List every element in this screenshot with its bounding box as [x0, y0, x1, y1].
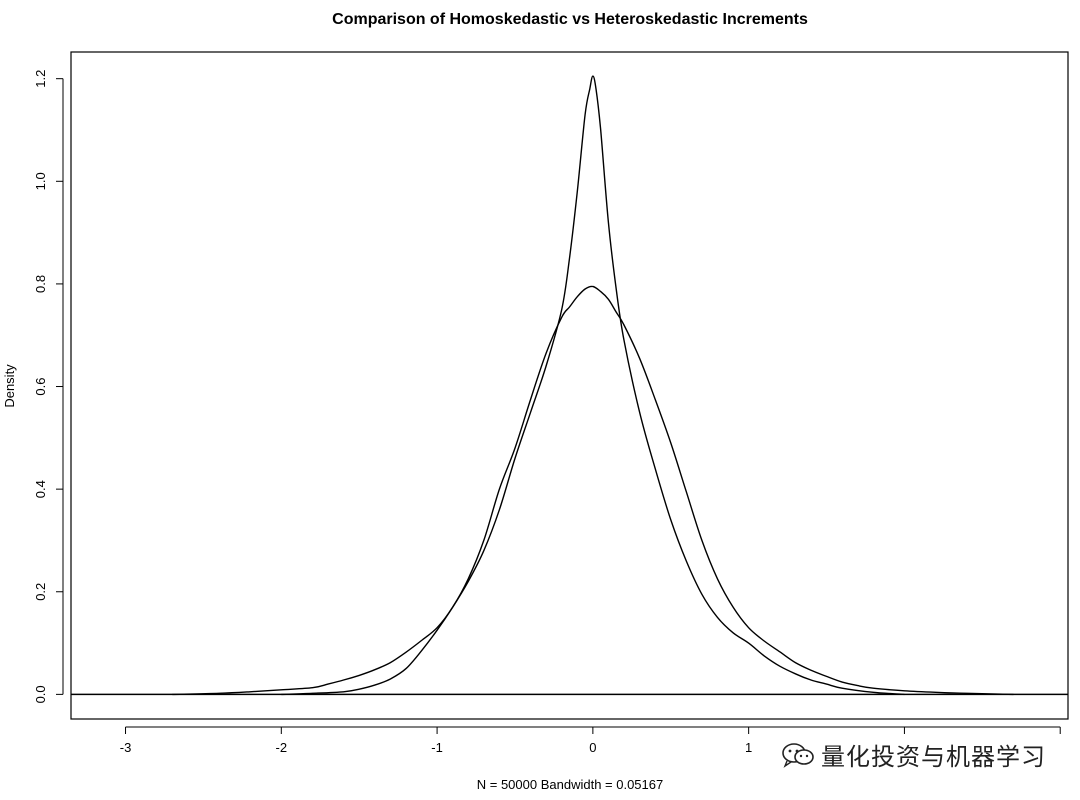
y-tick-label-5: 1.0 [33, 172, 48, 190]
x-axis: -3 -2 -1 0 1 [120, 726, 1061, 755]
y-tick-label-1: 0.2 [33, 583, 48, 601]
series-group [172, 75, 1014, 696]
y-tick-label-2: 0.4 [33, 480, 48, 498]
x-tick-label-1: -2 [276, 740, 288, 755]
x-tick-label-0: -3 [120, 740, 132, 755]
watermark: 量化投资与机器学习 [781, 737, 1046, 772]
chart-title: Comparison of Homoskedastic vs Heteroske… [332, 11, 808, 28]
x-axis-label: N = 50000 Bandwidth = 0.05167 [477, 777, 663, 792]
x-tick-label-3: 0 [589, 740, 596, 755]
wechat-icon [782, 742, 814, 768]
plot-frame [70, 51, 1069, 720]
watermark-text: 量化投资与机器学习 [821, 743, 1046, 771]
x-tick-label-4: 1 [745, 740, 752, 755]
y-axis-label: Density [2, 364, 17, 408]
y-axis: 0.0 0.2 0.4 0.6 0.8 1.0 1.2 [33, 70, 64, 703]
y-tick-label-0: 0.0 [33, 685, 48, 703]
y-tick-label-6: 1.2 [33, 70, 48, 88]
y-tick-label-4: 0.8 [33, 275, 48, 293]
x-tick-label-2: -1 [431, 740, 443, 755]
y-tick-label-3: 0.6 [33, 377, 48, 395]
density-curve-1 [172, 285, 1014, 696]
density-curve-2 [281, 75, 905, 696]
